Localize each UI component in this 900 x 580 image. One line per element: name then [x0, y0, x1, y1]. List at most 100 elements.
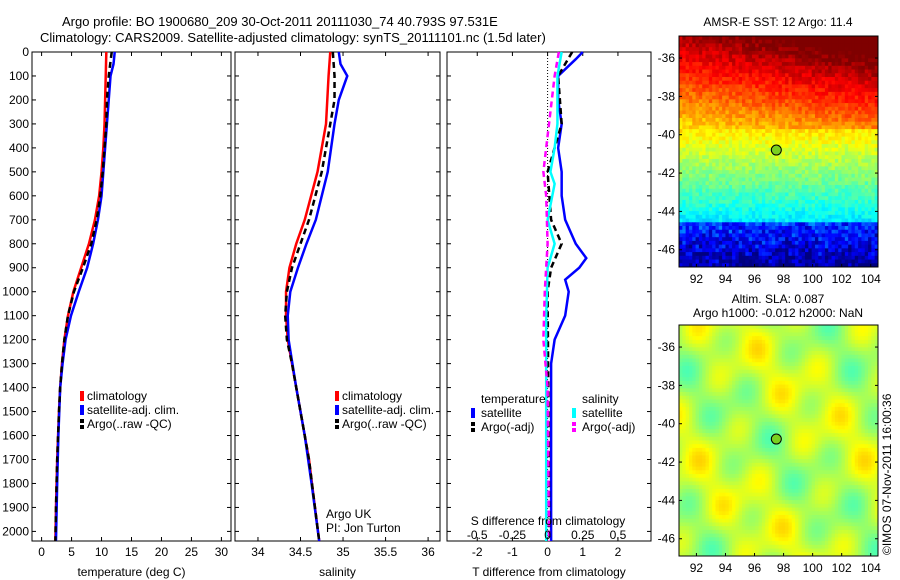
sst-map-cell [705, 222, 710, 227]
sst-map-cell [722, 233, 726, 238]
sla-map-cell [818, 351, 823, 356]
sla-map-cell [828, 347, 833, 352]
sst-map-cell [795, 36, 799, 41]
sst-map-cell [751, 151, 756, 156]
sst-map-cell [682, 114, 687, 119]
sst-map-cell [765, 203, 770, 208]
sst-map-cell [768, 39, 773, 44]
sst-map-cell [688, 58, 693, 63]
x-tick-label: 0 [544, 545, 551, 559]
sst-map-cell [805, 73, 809, 78]
sst-map-cell [831, 54, 836, 59]
sst-map-cell [771, 237, 776, 242]
sst-map-cell [725, 185, 730, 190]
sst-map-cell [808, 76, 813, 82]
sst-map-cell [695, 43, 700, 48]
sla-map-cell [758, 347, 763, 352]
sst-map-cell [805, 226, 809, 231]
sst-map-cell [861, 54, 866, 59]
sla-map-cell [751, 332, 756, 337]
sla-map-cell [732, 373, 736, 378]
sla-map-cell [758, 339, 763, 345]
sst-map-cell [761, 158, 766, 164]
sla-map-cell [698, 332, 703, 337]
sst-map-cell [831, 95, 836, 100]
sst-map-cell [854, 95, 859, 100]
sst-map-cell [682, 95, 687, 100]
sst-map-cell [768, 188, 773, 193]
s-tick-label: 0.25 [571, 528, 595, 542]
sst-map-cell [751, 121, 756, 126]
sla-title-2: Argo h1000: -0.012 h2000: NaN [693, 306, 863, 320]
sla-map-cell [735, 351, 740, 356]
sst-map-cell [771, 36, 776, 41]
sst-map-cell [735, 226, 740, 231]
sla-map-cell [768, 369, 773, 374]
sst-map-cell [848, 255, 852, 261]
sst-map-cell [705, 99, 710, 104]
sst-map-cell [732, 69, 736, 74]
sst-map-cell [748, 185, 753, 190]
sst-map-cell [722, 188, 726, 193]
sst-map-cell [722, 84, 726, 89]
sst-map-cell [795, 263, 799, 268]
sst-map-cell [705, 62, 710, 67]
sla-map-cell [775, 325, 779, 330]
sst-map-cell [798, 69, 803, 74]
sst-map-cell [712, 95, 716, 100]
sst-map-cell [861, 218, 866, 223]
sst-map-cell [874, 155, 879, 160]
sst-map-cell [874, 203, 879, 208]
sst-map-cell [874, 136, 879, 141]
sst-map-cell [718, 244, 723, 249]
sst-map-cell [718, 166, 723, 171]
sst-map-cell [805, 166, 809, 171]
sst-map-cell [688, 181, 693, 186]
sst-map-cell [708, 233, 713, 238]
sla-map-cell [702, 362, 707, 367]
sst-map-cell [838, 229, 843, 234]
sla-map-cell [722, 358, 726, 363]
sst-map-cell [761, 252, 766, 257]
sst-map-cell [798, 99, 803, 104]
sst-map-cell [742, 166, 746, 171]
sst-map-cell [735, 99, 740, 104]
sst-map-cell [682, 50, 687, 56]
sla-map-cell [811, 354, 816, 360]
sst-map-cell [735, 240, 740, 246]
sst-map-cell [768, 73, 773, 78]
series-line-argo-raw-qc- [283, 51, 336, 542]
sst-map-cell [725, 43, 730, 48]
sla-map-cell [781, 336, 786, 341]
sla-map-cell [705, 369, 710, 374]
sla-map-cell [781, 328, 786, 333]
sla-map-cell [688, 377, 693, 382]
sst-map-cell [805, 106, 809, 112]
sst-map-cell [679, 110, 683, 115]
sla-map-cell [858, 347, 862, 352]
sst-map-cell [841, 95, 846, 100]
sst-map-cell [828, 129, 833, 134]
sst-map-cell [679, 99, 683, 104]
sst-map-cell [738, 222, 743, 227]
sla-map-cell [765, 351, 770, 356]
sst-map-cell [705, 80, 710, 85]
sst-map-cell [679, 263, 683, 268]
sst-map-cell [821, 121, 826, 126]
sst-map-cell [732, 252, 736, 257]
sst-map-cell [712, 140, 716, 145]
sst-map-cell [735, 211, 740, 216]
sla-map-cell [788, 336, 793, 341]
sla-map-cell [755, 347, 760, 352]
sst-map-cell [831, 170, 836, 175]
sst-map-cell [718, 240, 723, 246]
series-line-argo-raw-qc- [54, 51, 113, 542]
sst-map-cell [801, 69, 806, 74]
sst-map-cell [718, 39, 723, 44]
sst-map-cell [725, 125, 730, 130]
sst-map-cell [785, 84, 789, 89]
sst-map-cell [692, 147, 697, 152]
sst-map-cell [715, 207, 720, 212]
sst-map-cell [768, 226, 773, 231]
legend-label: Argo(-adj) [582, 420, 635, 434]
